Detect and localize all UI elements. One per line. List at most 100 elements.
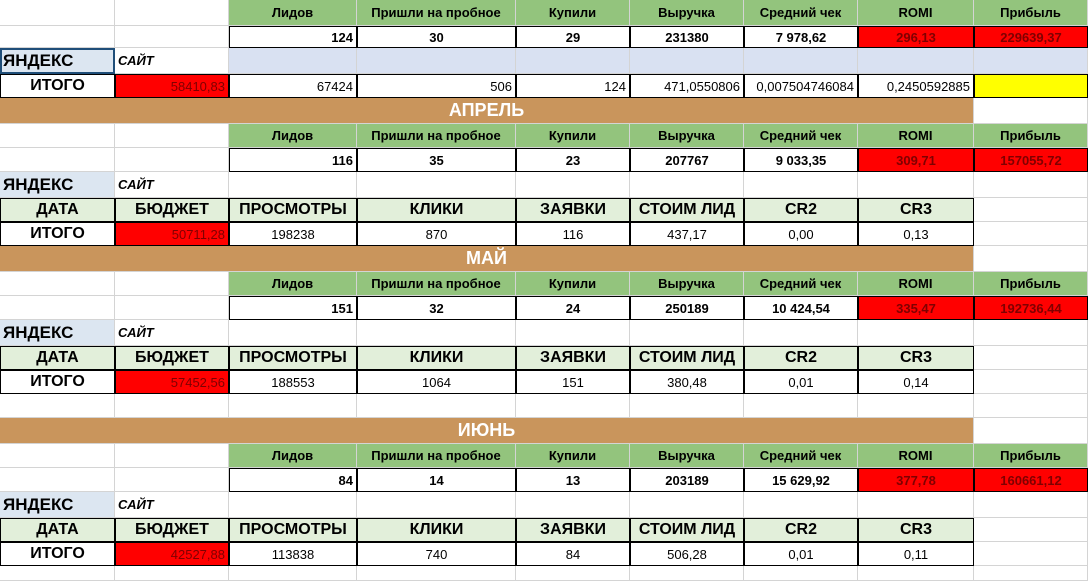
metric-header[interactable]: Лидов [229, 0, 357, 26]
total-value[interactable]: 124 [516, 74, 630, 98]
empty-cell[interactable] [858, 492, 974, 518]
metric-value[interactable]: 160661,12 [974, 468, 1088, 492]
total-value[interactable]: 50711,28 [115, 222, 229, 246]
empty-cell[interactable] [974, 172, 1088, 198]
empty-cell[interactable] [630, 320, 744, 346]
empty-cell[interactable] [229, 320, 357, 346]
empty-cell[interactable] [858, 48, 974, 74]
total-label[interactable]: ИТОГО [0, 370, 115, 394]
empty-cell[interactable] [974, 98, 1088, 124]
total-label[interactable]: ИТОГО [0, 222, 115, 246]
metric-header[interactable]: Купили [516, 272, 630, 296]
empty-cell[interactable] [0, 468, 115, 492]
empty-cell[interactable] [0, 26, 115, 48]
metric-header[interactable]: Выручка [630, 0, 744, 26]
metric-value[interactable]: 203189 [630, 468, 744, 492]
metric-header[interactable]: Лидов [229, 124, 357, 148]
table-header[interactable]: ПРОСМОТРЫ [229, 346, 357, 370]
metric-value[interactable]: 207767 [630, 148, 744, 172]
month-banner[interactable]: МАЙ [0, 246, 974, 272]
empty-cell[interactable] [630, 492, 744, 518]
empty-cell[interactable] [0, 124, 115, 148]
metric-value[interactable]: 116 [229, 148, 357, 172]
metric-header[interactable]: Пришли на пробное [357, 0, 516, 26]
empty-cell[interactable] [516, 394, 630, 418]
metric-header[interactable]: ROMI [858, 444, 974, 468]
metric-value[interactable]: 377,78 [858, 468, 974, 492]
table-header[interactable]: ДАТА [0, 198, 115, 222]
metric-header[interactable]: ROMI [858, 124, 974, 148]
empty-cell[interactable] [858, 172, 974, 198]
empty-cell[interactable] [0, 394, 115, 418]
table-header[interactable]: CR2 [744, 198, 858, 222]
yandex-label[interactable]: ЯНДЕКС [0, 320, 115, 346]
empty-cell[interactable] [357, 320, 516, 346]
total-value[interactable]: 57452,56 [115, 370, 229, 394]
total-value[interactable]: 0,00 [744, 222, 858, 246]
table-header[interactable]: КЛИКИ [357, 346, 516, 370]
site-label[interactable]: САЙТ [115, 48, 229, 74]
empty-cell[interactable] [858, 566, 974, 581]
metric-value[interactable]: 84 [229, 468, 357, 492]
metric-header[interactable]: Купили [516, 124, 630, 148]
metric-header[interactable]: Прибыль [974, 272, 1088, 296]
empty-cell[interactable] [974, 370, 1088, 394]
total-value[interactable]: 380,48 [630, 370, 744, 394]
total-value[interactable]: 0,01 [744, 542, 858, 566]
empty-cell[interactable] [516, 566, 630, 581]
empty-cell[interactable] [0, 444, 115, 468]
empty-cell[interactable] [229, 48, 357, 74]
empty-cell[interactable] [974, 48, 1088, 74]
yandex-label[interactable]: ЯНДЕКС [0, 172, 115, 198]
total-value[interactable]: 870 [357, 222, 516, 246]
metric-header[interactable]: Выручка [630, 444, 744, 468]
empty-cell[interactable] [115, 468, 229, 492]
table-header[interactable]: ПРОСМОТРЫ [229, 198, 357, 222]
table-header[interactable]: ЗАЯВКИ [516, 198, 630, 222]
metric-header[interactable]: Лидов [229, 272, 357, 296]
yandex-label[interactable]: ЯНДЕКС [0, 492, 115, 518]
empty-cell[interactable] [974, 320, 1088, 346]
total-value[interactable]: 471,0550806 [630, 74, 744, 98]
metric-value[interactable]: 124 [229, 26, 357, 48]
empty-cell[interactable] [115, 26, 229, 48]
site-label[interactable]: САЙТ [115, 492, 229, 518]
metric-value[interactable]: 30 [357, 26, 516, 48]
empty-cell[interactable] [357, 172, 516, 198]
table-header[interactable]: CR3 [858, 518, 974, 542]
empty-cell[interactable] [115, 566, 229, 581]
metric-value[interactable]: 10 424,54 [744, 296, 858, 320]
total-value[interactable]: 151 [516, 370, 630, 394]
empty-cell[interactable] [229, 394, 357, 418]
empty-cell[interactable] [357, 394, 516, 418]
total-value[interactable]: 0,14 [858, 370, 974, 394]
total-value[interactable]: 740 [357, 542, 516, 566]
table-header[interactable]: СТОИМ ЛИД [630, 198, 744, 222]
month-banner[interactable]: АПРЕЛЬ [0, 98, 974, 124]
metric-header[interactable]: Выручка [630, 124, 744, 148]
total-value[interactable]: 506 [357, 74, 516, 98]
metric-value[interactable]: 32 [357, 296, 516, 320]
metric-value[interactable]: 231380 [630, 26, 744, 48]
highlight-cell[interactable] [974, 74, 1088, 98]
metric-header[interactable]: Средний чек [744, 0, 858, 26]
empty-cell[interactable] [974, 346, 1088, 370]
empty-cell[interactable] [858, 394, 974, 418]
empty-cell[interactable] [744, 566, 858, 581]
empty-cell[interactable] [974, 418, 1088, 444]
total-value[interactable]: 0,007504746084 [744, 74, 858, 98]
metric-header[interactable]: Пришли на пробное [357, 272, 516, 296]
empty-cell[interactable] [115, 394, 229, 418]
metric-value[interactable]: 15 629,92 [744, 468, 858, 492]
total-label[interactable]: ИТОГО [0, 542, 115, 566]
empty-cell[interactable] [744, 492, 858, 518]
table-header[interactable]: ЗАЯВКИ [516, 518, 630, 542]
empty-cell[interactable] [630, 48, 744, 74]
empty-cell[interactable] [974, 566, 1088, 581]
empty-cell[interactable] [974, 542, 1088, 566]
empty-cell[interactable] [630, 566, 744, 581]
total-value[interactable]: 113838 [229, 542, 357, 566]
metric-header[interactable]: Прибыль [974, 124, 1088, 148]
total-value[interactable]: 1064 [357, 370, 516, 394]
